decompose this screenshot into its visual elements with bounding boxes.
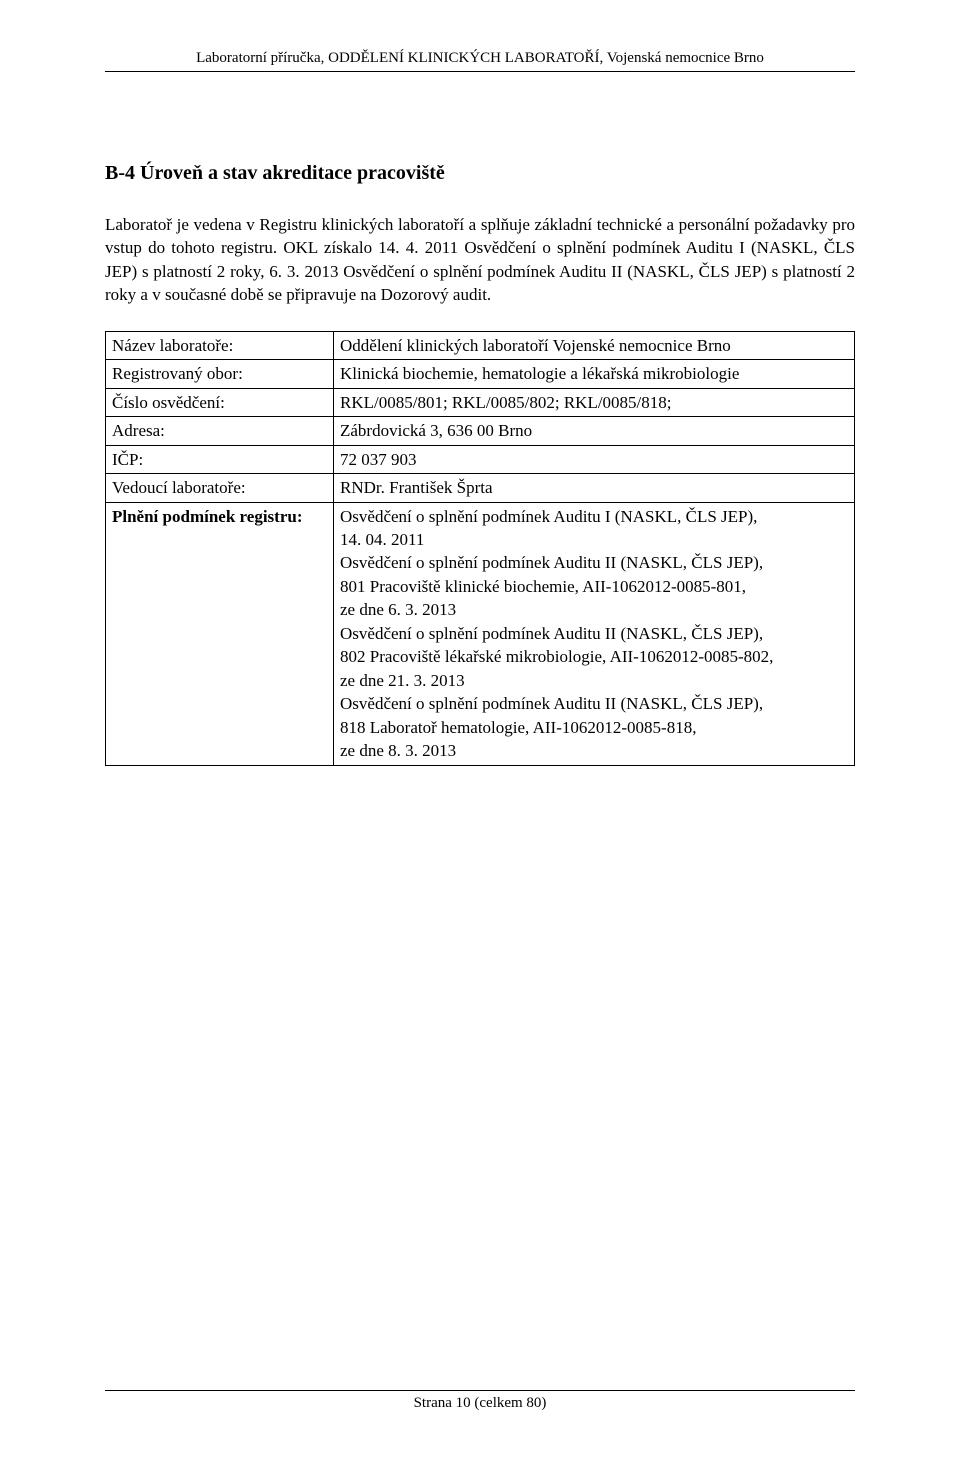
- page-footer: Strana 10 (celkem 80): [0, 1390, 960, 1412]
- table-row: Adresa: Zábrdovická 3, 636 00 Brno: [106, 417, 855, 445]
- page-header: Laboratorní příručka, ODDĚLENÍ KLINICKÝC…: [105, 50, 855, 67]
- page: Laboratorní příručka, ODDĚLENÍ KLINICKÝC…: [0, 0, 960, 1462]
- table-row: Název laboratoře: Oddělení klinických la…: [106, 331, 855, 359]
- row-label: Plnění podmínek registru:: [106, 502, 334, 765]
- table-row: Vedoucí laboratoře: RNDr. František Šprt…: [106, 474, 855, 502]
- value-line: ze dne 8. 3. 2013: [340, 739, 848, 762]
- section-title: B-4 Úroveň a stav akreditace pracoviště: [105, 162, 855, 185]
- row-label: Vedoucí laboratoře:: [106, 474, 334, 502]
- intro-paragraph: Laboratoř je vedena v Registru klinickýc…: [105, 213, 855, 307]
- row-label: Číslo osvědčení:: [106, 388, 334, 416]
- value-line: Osvědčení o splnění podmínek Auditu I (N…: [340, 505, 848, 528]
- row-value: Zábrdovická 3, 636 00 Brno: [334, 417, 855, 445]
- value-line: ze dne 6. 3. 2013: [340, 598, 848, 621]
- row-value: Oddělení klinických laboratoří Vojenské …: [334, 331, 855, 359]
- header-rule: [105, 71, 855, 72]
- table-row: IČP: 72 037 903: [106, 445, 855, 473]
- value-line: Osvědčení o splnění podmínek Auditu II (…: [340, 622, 848, 645]
- row-label: IČP:: [106, 445, 334, 473]
- row-label: Název laboratoře:: [106, 331, 334, 359]
- value-line: ze dne 21. 3. 2013: [340, 669, 848, 692]
- row-label: Registrovaný obor:: [106, 360, 334, 388]
- row-value: Klinická biochemie, hematologie a lékařs…: [334, 360, 855, 388]
- value-line: 801 Pracoviště klinické biochemie, AII-1…: [340, 575, 848, 598]
- table-row: Registrovaný obor: Klinická biochemie, h…: [106, 360, 855, 388]
- table-row: Číslo osvědčení: RKL/0085/801; RKL/0085/…: [106, 388, 855, 416]
- value-line: 818 Laboratoř hematologie, AII-1062012-0…: [340, 716, 848, 739]
- value-line: 802 Pracoviště lékařské mikrobiologie, A…: [340, 645, 848, 668]
- footer-text: Strana 10 (celkem 80): [0, 1395, 960, 1412]
- row-value: RKL/0085/801; RKL/0085/802; RKL/0085/818…: [334, 388, 855, 416]
- footer-rule: [105, 1390, 855, 1391]
- info-table: Název laboratoře: Oddělení klinických la…: [105, 331, 855, 766]
- value-line: Osvědčení o splnění podmínek Auditu II (…: [340, 551, 848, 574]
- row-value: RNDr. František Šprta: [334, 474, 855, 502]
- row-label: Adresa:: [106, 417, 334, 445]
- row-value: 72 037 903: [334, 445, 855, 473]
- table-row: Plnění podmínek registru: Osvědčení o sp…: [106, 502, 855, 765]
- value-line: Osvědčení o splnění podmínek Auditu II (…: [340, 692, 848, 715]
- row-value: Osvědčení o splnění podmínek Auditu I (N…: [334, 502, 855, 765]
- value-line: 14. 04. 2011: [340, 528, 848, 551]
